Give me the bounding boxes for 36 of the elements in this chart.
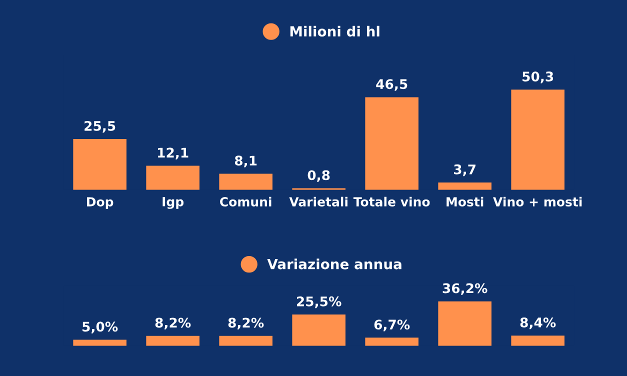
x-tick-label: Vino + mosti (493, 196, 582, 206)
data-label: 6,7% (374, 320, 410, 332)
data-label: 8,2% (155, 318, 191, 330)
x-tick-label: Igp (162, 197, 184, 209)
data-label: 46,5 (376, 79, 408, 91)
bar (219, 336, 272, 346)
bar (73, 340, 126, 346)
bar (146, 166, 200, 190)
bar (292, 314, 346, 346)
data-label: 5,0% (82, 322, 118, 334)
legend-label: Milioni di hl (290, 26, 380, 37)
data-label: 3,7 (454, 164, 476, 176)
data-label: 12,1 (158, 148, 188, 160)
x-tick-label: Totale vino (353, 196, 430, 206)
bar (365, 97, 418, 190)
x-tick-label: Comuni (220, 196, 272, 206)
data-label: 8,2% (228, 318, 264, 330)
data-label: 50,3 (522, 72, 554, 84)
x-tick-label: Varietali (289, 196, 348, 206)
data-label: 8,1 (234, 156, 257, 168)
data-label: 8,4% (520, 317, 556, 330)
x-tick-label: Mosti (446, 196, 484, 206)
data-label: 25,5% (296, 296, 342, 308)
data-label: 0,8 (308, 170, 330, 182)
data-label: 36,2% (442, 283, 488, 295)
bar (511, 90, 564, 190)
bar (365, 338, 418, 346)
legend-label: Variazione annua (267, 258, 402, 270)
bar (73, 139, 126, 190)
data-label: 25,5 (84, 120, 116, 133)
bar (146, 336, 200, 346)
bar (438, 301, 492, 346)
bar (438, 182, 492, 190)
x-tick-label: Dop (87, 197, 114, 209)
bar (511, 336, 564, 346)
bar (219, 174, 272, 190)
